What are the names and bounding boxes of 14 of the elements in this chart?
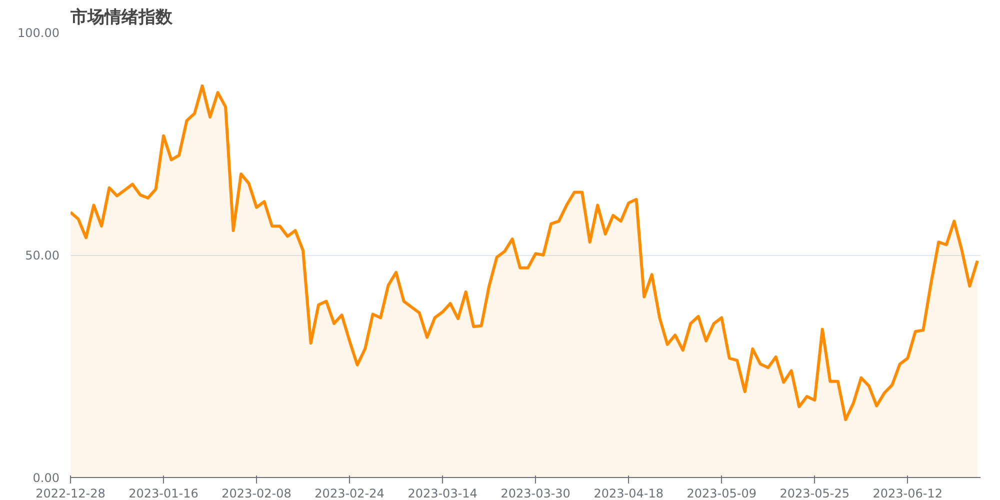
x-tick-label: 2023-02-24 [314, 486, 384, 500]
x-tick-label: 2023-01-16 [128, 486, 198, 500]
x-tick-label: 2023-03-14 [408, 486, 478, 500]
x-tick-label: 2023-03-30 [500, 486, 570, 500]
chart-title: 市场情绪指数 [70, 8, 174, 28]
x-tick-label: 2023-02-08 [222, 486, 292, 500]
x-tick-label: 2023-06-12 [872, 486, 943, 500]
y-tick-label: 50.00 [25, 248, 60, 262]
y-tick-label: 100.00 [18, 26, 60, 40]
x-tick-label: 2023-04-18 [594, 486, 664, 500]
x-tick-label: 2023-05-09 [686, 486, 756, 500]
x-tick-label: 2023-05-25 [780, 486, 850, 500]
y-tick-label: 0.00 [32, 471, 60, 485]
x-tick-label: 2022-12-28 [36, 486, 106, 500]
